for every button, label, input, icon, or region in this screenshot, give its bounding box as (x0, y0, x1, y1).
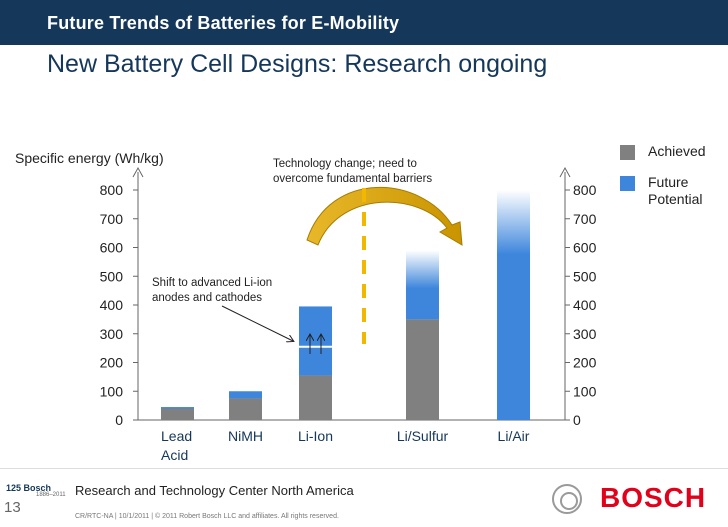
y-tick-label-left: 0 (115, 412, 123, 428)
slide-title: New Battery Cell Designs: Research ongoi… (47, 50, 548, 78)
specific-energy-chart: Specific energy (Wh/kg) 0 0 100 100 200 200 300… (15, 143, 706, 463)
presentation-subtitle: Future Trends of Batteries for E-Mobilit… (47, 13, 400, 33)
x-category-label: Acid (161, 447, 188, 463)
y-axis-label: Specific energy (Wh/kg) (15, 150, 164, 166)
bar-potential-li-ion (299, 306, 332, 376)
y-tick-label-left: 200 (100, 355, 124, 371)
annotation-shift-li-ion: Shift to advanced Li-ion (152, 277, 272, 289)
legend-label: Achieved (648, 143, 706, 159)
bar-potential-li-air (497, 190, 530, 420)
y-tick-label-right: 800 (573, 182, 597, 198)
shift-pointer-arrow (221, 305, 293, 341)
bar-potential-nimh (229, 391, 262, 399)
bar-potential-lead-acid (161, 407, 194, 409)
y-tick-label-right: 700 (573, 211, 597, 227)
legend-swatch (620, 145, 635, 160)
y-tick-label-left: 400 (100, 297, 124, 313)
y-tick-label-right: 200 (573, 355, 597, 371)
bar-potential-li-sulfur (406, 250, 439, 320)
y-tick-label-left: 600 (100, 240, 124, 256)
footer-divider (0, 468, 728, 469)
anniversary-logo: 125 Bosch 1886–2011 (6, 483, 66, 501)
x-category-label: Lead (161, 428, 192, 444)
bar-achieved-li-sulfur (406, 319, 439, 420)
x-category-label: Li/Air (498, 428, 530, 444)
header-bar: Future Trends of Batteries for E-Mobilit… (0, 0, 728, 45)
y-tick-label-left: 500 (100, 268, 124, 284)
y-axis-left-arrow-icon (132, 166, 144, 178)
annotation-technology-change: overcome fundamental barriers (273, 173, 432, 185)
y-tick-label-right: 600 (573, 240, 597, 256)
legend-swatch (620, 176, 635, 191)
bar-achieved-nimh (229, 398, 262, 420)
technology-change-arrow (306, 186, 463, 246)
page-number: 13 (4, 499, 21, 516)
annotation-shift-li-ion: anodes and cathodes (152, 292, 262, 304)
footer-copyright: CR/RTC-NA | 10/1/2011 | © 2011 Robert Bo… (75, 513, 339, 520)
y-tick-label-right: 500 (573, 268, 597, 284)
bar-achieved-lead-acid (161, 408, 194, 420)
anniversary-years: 1886–2011 (36, 492, 66, 498)
y-tick-label-right: 300 (573, 326, 597, 342)
bosch-armature-logo-icon (552, 484, 582, 514)
y-tick-label-right: 0 (573, 412, 581, 428)
x-category-label: NiMH (228, 428, 263, 444)
y-tick-label-right: 400 (573, 297, 597, 313)
y-tick-label-left: 700 (100, 211, 124, 227)
legend-label: Future (648, 174, 689, 190)
x-category-label: Li-Ion (298, 428, 333, 444)
y-tick-label-left: 800 (100, 182, 124, 198)
footer-organization: Research and Technology Center North Ame… (75, 483, 354, 498)
legend-label: Potential (648, 191, 702, 207)
anniversary-logo-text: 125 Bosch (6, 483, 52, 493)
y-tick-label-right: 100 (573, 383, 597, 399)
bar-achieved-li-ion (299, 375, 332, 420)
bosch-logo: BOSCH (600, 482, 707, 513)
y-axis-right-arrow-icon (559, 166, 571, 178)
y-tick-label-left: 300 (100, 326, 124, 342)
y-tick-label-left: 100 (100, 383, 124, 399)
x-category-label: Li/Sulfur (397, 428, 449, 444)
annotation-technology-change: Technology change; need to (273, 158, 417, 170)
